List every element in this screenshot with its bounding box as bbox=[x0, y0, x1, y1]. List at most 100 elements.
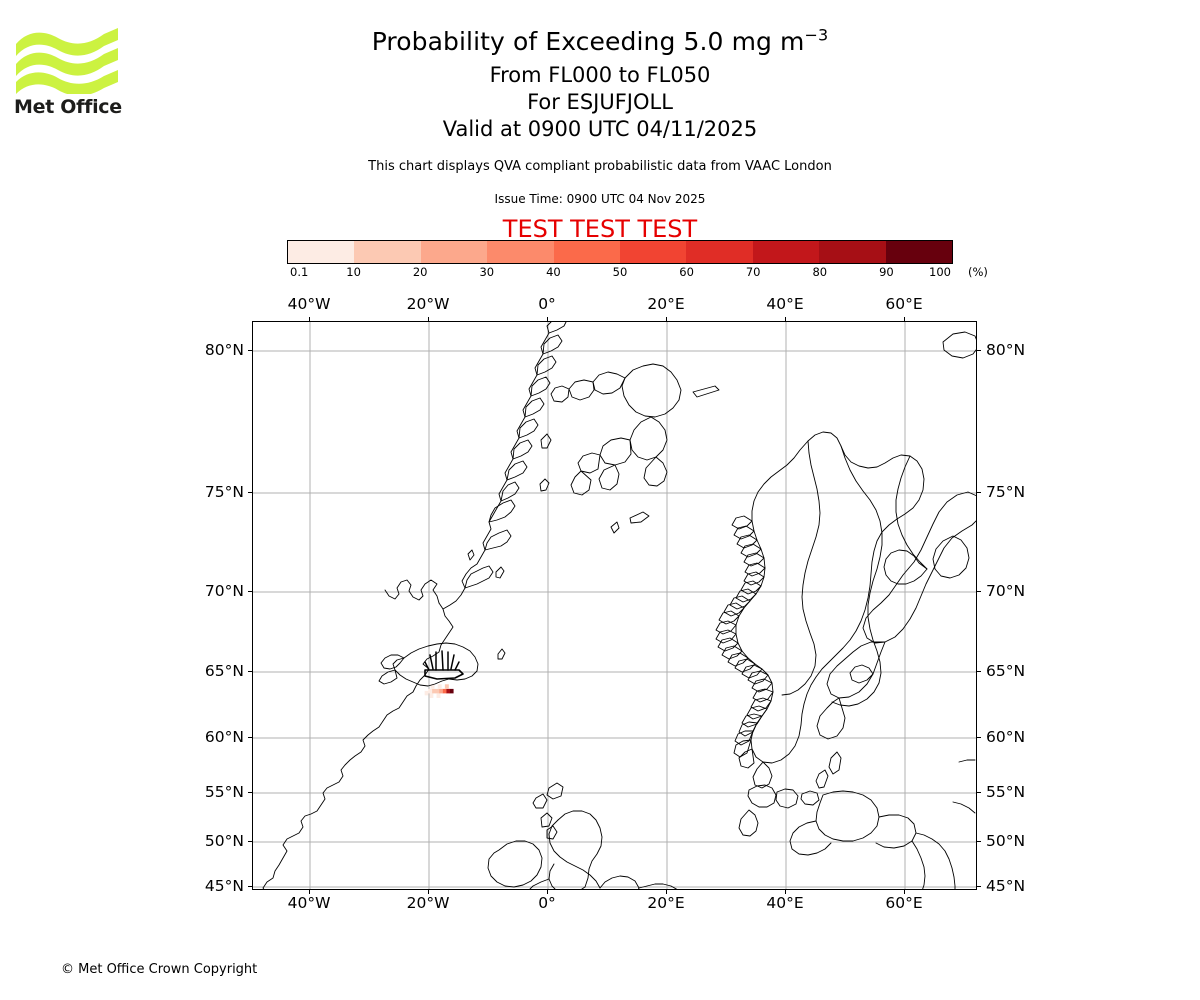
lat-label-left-75°N: 75°N bbox=[204, 483, 244, 501]
valid-time-line: Valid at 0900 UTC 04/11/2025 bbox=[442, 117, 758, 141]
page-title-exponent: −3 bbox=[804, 25, 829, 45]
colorbar-swatch-7 bbox=[752, 241, 820, 263]
colorbar-tick-60: 60 bbox=[679, 265, 694, 279]
lon-label-bottom-40°W: 40°W bbox=[287, 894, 331, 912]
lat-label-right-65°N: 65°N bbox=[986, 662, 1026, 680]
lat-label-right-80°N: 80°N bbox=[986, 341, 1026, 359]
lat-label-left-50°N: 50°N bbox=[204, 832, 244, 850]
lon-label-top-0°: 0° bbox=[538, 295, 556, 313]
page-title-text: Probability of Exceeding 5.0 mg m bbox=[371, 27, 805, 56]
met-office-wave-mark bbox=[16, 28, 118, 96]
lon-label-bottom-20°E: 20°E bbox=[647, 894, 685, 912]
lon-tick-top bbox=[428, 317, 429, 321]
lat-label-left-45°N: 45°N bbox=[204, 877, 244, 895]
lat-tick-right bbox=[977, 350, 981, 351]
lat-label-right-60°N: 60°N bbox=[986, 728, 1026, 746]
plume-cell bbox=[429, 693, 434, 699]
colorbar-tick-100: 100 bbox=[929, 265, 951, 279]
lat-tick-left bbox=[248, 737, 252, 738]
colorbar-tick-80: 80 bbox=[812, 265, 828, 279]
plume-cell bbox=[449, 688, 454, 694]
lat-label-right-70°N: 70°N bbox=[986, 582, 1026, 600]
lat-label-right-45°N: 45°N bbox=[986, 877, 1026, 895]
plume-cell bbox=[437, 684, 442, 689]
lon-tick-top bbox=[309, 317, 310, 321]
lon-label-bottom-20°W: 20°W bbox=[406, 894, 450, 912]
plume-cell bbox=[431, 688, 436, 694]
lat-tick-left bbox=[248, 591, 252, 592]
colorbar-swatch-2 bbox=[420, 241, 488, 263]
map-canvas bbox=[253, 322, 976, 889]
lat-tick-right bbox=[977, 492, 981, 493]
plume-cell bbox=[444, 684, 449, 689]
lat-label-left-65°N: 65°N bbox=[204, 662, 244, 680]
plume-cell bbox=[424, 690, 429, 696]
lat-tick-left bbox=[248, 886, 252, 887]
lat-tick-right bbox=[977, 671, 981, 672]
lon-label-top-40°E: 40°E bbox=[766, 295, 804, 313]
qva-note: This chart displays QVA compliant probab… bbox=[368, 159, 832, 174]
plume-cell bbox=[430, 684, 435, 689]
lat-tick-left bbox=[248, 841, 252, 842]
lon-tick-bottom bbox=[428, 890, 429, 894]
map-gridlines bbox=[253, 322, 976, 889]
lat-tick-left bbox=[248, 492, 252, 493]
plume-cell bbox=[436, 693, 441, 699]
coastlines bbox=[262, 322, 976, 889]
lon-label-bottom-40°E: 40°E bbox=[766, 894, 804, 912]
test-banner: TEST TEST TEST bbox=[502, 215, 698, 243]
lon-label-top-20°E: 20°E bbox=[647, 295, 685, 313]
met-office-logo: Met Office bbox=[14, 22, 124, 118]
plume-cell bbox=[435, 688, 440, 694]
colorbar-swatch-3 bbox=[487, 241, 554, 263]
lat-tick-right bbox=[977, 886, 981, 887]
page-title: Probability of Exceeding 5.0 mg m−3 bbox=[0, 26, 1200, 58]
colorbar-tick-90: 90 bbox=[879, 265, 894, 279]
lat-tick-left bbox=[248, 350, 252, 351]
colorbar-tick-labels: 0.1 10 20 30 40 50 60 70 80 90 100 bbox=[287, 265, 953, 281]
flight-level-line: From FL000 to FL050 bbox=[489, 63, 711, 87]
lon-label-top-40°W: 40°W bbox=[287, 295, 331, 313]
lon-label-bottom-0°: 0° bbox=[538, 894, 556, 912]
colorbar-unit-label: (%) bbox=[968, 265, 988, 279]
lat-label-left-60°N: 60°N bbox=[204, 728, 244, 746]
lon-tick-top bbox=[785, 317, 786, 321]
lat-tick-right bbox=[977, 841, 981, 842]
colorbar-swatch-8 bbox=[819, 241, 886, 263]
lat-label-right-75°N: 75°N bbox=[986, 483, 1026, 501]
colorbar-swatch-6 bbox=[686, 241, 753, 263]
colorbar-tick-70: 70 bbox=[745, 265, 761, 279]
lat-tick-left bbox=[248, 671, 252, 672]
lat-label-left-55°N: 55°N bbox=[204, 783, 244, 801]
lat-tick-right bbox=[977, 737, 981, 738]
colorbar-tick-0.1: 0.1 bbox=[290, 265, 309, 279]
ash-plume-overlay bbox=[424, 684, 454, 699]
issue-time: Issue Time: 0900 UTC 04 Nov 2025 bbox=[494, 192, 706, 206]
lon-tick-top bbox=[666, 317, 667, 321]
colorbar-tick-40: 40 bbox=[546, 265, 561, 279]
map-plot-area[interactable] bbox=[252, 321, 977, 890]
colorbar-tick-20: 20 bbox=[412, 265, 428, 279]
lat-tick-right bbox=[977, 591, 981, 592]
lat-label-right-50°N: 50°N bbox=[986, 832, 1026, 850]
plume-cell bbox=[428, 688, 433, 694]
volcano-name-line: For ESJUFJOLL bbox=[527, 90, 673, 114]
lon-label-top-60°E: 60°E bbox=[885, 295, 923, 313]
lon-tick-bottom bbox=[309, 890, 310, 894]
colorbar-swatch-0 bbox=[288, 241, 355, 263]
lon-tick-bottom bbox=[785, 890, 786, 894]
colorbar-swatch-5 bbox=[620, 241, 687, 263]
plume-cell bbox=[442, 688, 447, 694]
lon-tick-top bbox=[904, 317, 905, 321]
lat-tick-left bbox=[248, 792, 252, 793]
lon-label-bottom-60°E: 60°E bbox=[885, 894, 923, 912]
colorbar-tick-10: 10 bbox=[346, 265, 361, 279]
lon-tick-bottom bbox=[904, 890, 905, 894]
copyright-notice: © Met Office Crown Copyright bbox=[61, 962, 258, 977]
lon-label-top-20°W: 20°W bbox=[406, 295, 450, 313]
lat-tick-right bbox=[977, 792, 981, 793]
lon-tick-top bbox=[547, 317, 548, 321]
plume-cell bbox=[446, 688, 451, 694]
probability-colorbar bbox=[287, 240, 953, 264]
lon-tick-bottom bbox=[666, 890, 667, 894]
